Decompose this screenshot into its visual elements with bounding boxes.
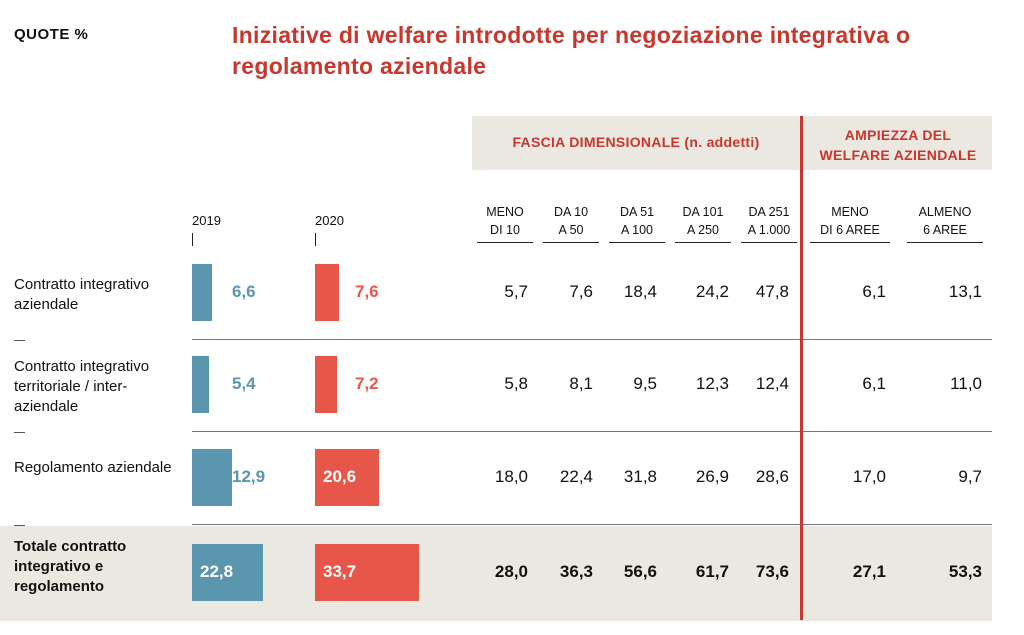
table-cell: 5,7: [504, 281, 528, 301]
bar-value-2020: 7,6: [355, 281, 379, 301]
table-cell: 28,6: [755, 466, 789, 486]
bar-2019: [192, 544, 263, 601]
bar-2020: [315, 356, 337, 413]
ampiezza-band: [803, 116, 992, 170]
bar-value-2019: 5,4: [232, 373, 256, 393]
column-header-line2: DI 10: [490, 223, 520, 237]
table-cell: 53,3: [948, 561, 982, 581]
column-header-line2: A 250: [687, 223, 719, 237]
column-header-line1: MENO: [831, 205, 869, 219]
table-cell: 28,0: [494, 561, 528, 581]
table-cell: 26,9: [695, 466, 729, 486]
row-dash: [14, 340, 25, 341]
table-cell: 18,0: [494, 466, 528, 486]
table-cell: 24,2: [695, 281, 729, 301]
table-cell: 12,4: [755, 373, 789, 393]
table-cell: 9,7: [958, 466, 982, 486]
bar-value-2020: 33,7: [323, 561, 357, 581]
column-header-line2: A 100: [621, 223, 653, 237]
column-header-6: MENO DI 6 AREE: [810, 203, 890, 243]
column-header-line1: ALMENO: [918, 205, 972, 219]
table-cell: 56,6: [623, 561, 657, 581]
table-cell: 27,1: [852, 561, 886, 581]
column-header-line2: A 50: [558, 223, 584, 237]
table-cell: 7,6: [569, 281, 593, 301]
ampiezza-group-label: AMPIEZZA DEL WELFARE AZIENDALE: [819, 127, 977, 163]
row-separator: [192, 339, 992, 340]
column-header-line2: A 1.000: [747, 223, 791, 237]
year-label-2020: 2020: [315, 213, 344, 228]
bar-value-2019: 22,8: [200, 561, 234, 581]
quote-label: QUOTE %: [14, 26, 89, 43]
table-cell: 13,1: [948, 281, 982, 301]
row-dash: [14, 525, 25, 526]
table-cell: 5,8: [504, 373, 528, 393]
row-label: Totale contratto integrativo e regolamen…: [14, 538, 127, 595]
table-cell: 47,8: [755, 281, 789, 301]
column-header-1: MENO DI 10: [477, 203, 533, 243]
column-header-line2: 6 AREE: [923, 223, 967, 237]
total-row-band: [0, 526, 992, 621]
row-label: Contratto integrativo aziendale: [14, 276, 150, 313]
row-separator: [192, 431, 992, 432]
column-header-3: DA 51 A 100: [609, 203, 665, 243]
table-cell: 12,3: [695, 373, 729, 393]
table-cell: 6,1: [862, 373, 886, 393]
column-header-7: ALMENO 6 AREE: [907, 203, 983, 243]
row-separator: [192, 524, 992, 525]
table-cell: 73,6: [755, 561, 789, 581]
year-label-2019: 2019: [192, 213, 221, 228]
group-divider-line: [800, 116, 803, 620]
table-cell: 22,4: [559, 466, 593, 486]
chart-title: Iniziative di welfare introdotte per neg…: [232, 22, 911, 79]
bar-2019: [192, 264, 212, 321]
table-cell: 6,1: [862, 281, 886, 301]
column-header-line1: DA 101: [682, 205, 724, 219]
fascia-group-label: FASCIA DIMENSIONALE (n. addetti): [512, 134, 760, 150]
column-header-line2: DI 6 AREE: [820, 223, 880, 237]
row-label: Regolamento aziendale: [14, 459, 172, 476]
table-cell: 31,8: [623, 466, 657, 486]
year-tick-2019: [192, 233, 193, 246]
bar-value-2020: 7,2: [355, 373, 379, 393]
column-header-4: DA 101 A 250: [675, 203, 731, 243]
year-tick-2020: [315, 233, 316, 246]
bar-2020: [315, 449, 379, 506]
column-header-line1: DA 51: [619, 205, 655, 219]
table-cell: 8,1: [569, 373, 593, 393]
bar-2020: [315, 544, 419, 601]
table-cell: 11,0: [950, 373, 982, 393]
table-cell: 17,0: [852, 466, 886, 486]
column-header-line1: MENO: [486, 205, 524, 219]
table-cell: 36,3: [559, 561, 593, 581]
table-cell: 9,5: [633, 373, 657, 393]
table-cell: 61,7: [695, 561, 729, 581]
fascia-band: [472, 116, 800, 170]
table-cell: 18,4: [623, 281, 657, 301]
column-header-2: DA 10 A 50: [543, 203, 599, 243]
bar-2020: [315, 264, 339, 321]
column-header-5: DA 251 A 1.000: [741, 203, 797, 243]
column-header-line1: DA 251: [748, 205, 790, 219]
bar-2019: [192, 449, 232, 506]
bar-value-2019: 12,9: [232, 466, 266, 486]
bar-value-2020: 20,6: [323, 466, 357, 486]
row-dash: [14, 432, 25, 433]
row-label: Contratto integrativo territoriale / int…: [14, 358, 150, 415]
bar-value-2019: 6,6: [232, 281, 256, 301]
bar-2019: [192, 356, 209, 413]
column-header-line1: DA 10: [553, 205, 589, 219]
